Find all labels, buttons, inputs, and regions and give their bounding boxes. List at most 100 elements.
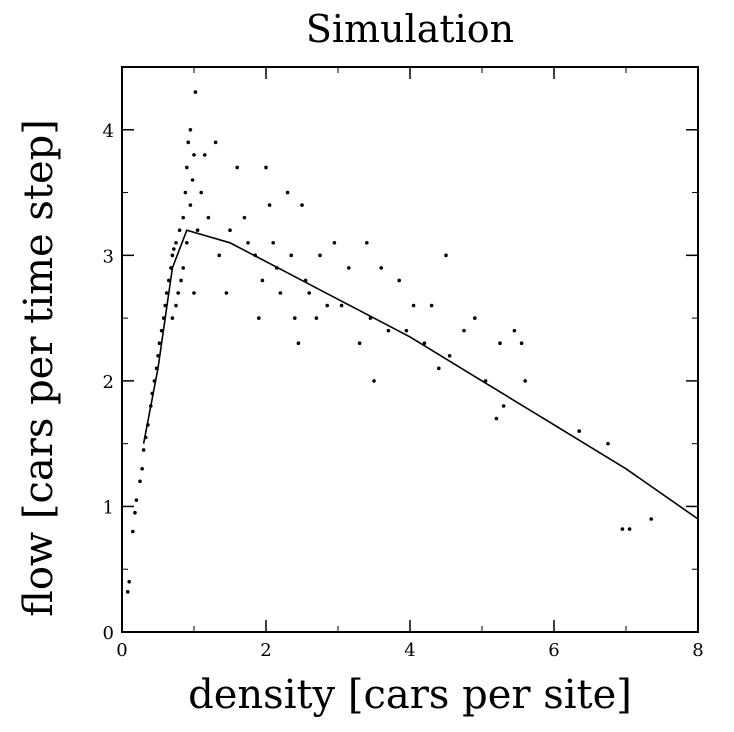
x-tick-label: 8 [692, 640, 703, 661]
data-point [186, 140, 191, 145]
data-point [300, 203, 304, 207]
data-point [179, 278, 183, 283]
data-point [422, 341, 427, 346]
data-point [347, 266, 351, 270]
data-point [181, 215, 185, 220]
data-point [203, 153, 207, 157]
data-point [627, 527, 632, 531]
y-tick-label: 4 [103, 121, 114, 142]
x-tick-label: 0 [116, 640, 127, 661]
data-point [195, 228, 200, 233]
data-point [235, 165, 239, 170]
y-tick-label: 0 [103, 623, 114, 644]
y-axis-label: flow [cars per time step] [16, 119, 62, 617]
data-point [267, 203, 272, 207]
data-point [447, 353, 452, 358]
data-point [411, 303, 416, 308]
y-tick-label: 1 [103, 497, 114, 518]
data-point [271, 240, 276, 245]
data-point [224, 291, 229, 295]
x-axis-label: density [cars per site] [188, 672, 632, 718]
data-point [164, 291, 169, 295]
trend-lines [142, 229, 699, 520]
data-point [264, 165, 268, 170]
data-point [127, 579, 131, 584]
data-point [437, 366, 441, 371]
data-point [242, 215, 247, 220]
data-point [429, 303, 434, 308]
data-point [285, 190, 290, 195]
data-point [372, 379, 376, 383]
plot-frame [121, 66, 699, 633]
data-point [379, 266, 384, 270]
data-point [138, 479, 142, 484]
data-point [278, 291, 283, 295]
data-point [176, 291, 180, 295]
data-point [185, 240, 189, 245]
data-point [293, 316, 297, 320]
data-point [181, 266, 185, 270]
data-point [332, 240, 337, 245]
data-point [462, 328, 466, 333]
data-point [174, 240, 178, 245]
data-point [217, 253, 221, 258]
data-point [170, 253, 175, 258]
data-point [170, 316, 175, 320]
data-point [183, 190, 188, 195]
data-point [134, 498, 139, 502]
data-point [131, 529, 135, 534]
data-point [125, 590, 130, 594]
data-point [296, 341, 301, 346]
data-point [192, 153, 196, 157]
data-point [577, 429, 581, 433]
data-point [498, 341, 502, 346]
data-point [157, 341, 162, 346]
data-point [606, 441, 610, 446]
data-point [512, 328, 517, 333]
data-point [206, 215, 211, 220]
data-point [404, 328, 409, 333]
data-point [339, 303, 344, 308]
data-point [192, 291, 196, 295]
data-point [494, 416, 499, 421]
data-point [519, 341, 524, 346]
data-point [501, 404, 506, 408]
data-point [188, 203, 193, 207]
data-point [289, 253, 294, 258]
y-tick-label: 3 [103, 246, 114, 267]
data-point [620, 527, 625, 531]
data-point [397, 278, 402, 283]
data-point [523, 379, 527, 383]
data-point [257, 316, 261, 320]
data-point [199, 190, 203, 195]
x-tick-label: 4 [404, 640, 415, 661]
data-point [260, 278, 265, 283]
data-point [190, 178, 195, 182]
data-point [188, 127, 193, 132]
data-point [473, 316, 477, 320]
x-tick-label: 6 [548, 640, 559, 661]
y-tick-label: 2 [103, 372, 114, 393]
axis-tick-labels: 0 2 4 6 8 0 1 2 3 4 [103, 121, 704, 661]
data-point [228, 228, 232, 233]
data-point [193, 90, 198, 94]
data-point [185, 165, 189, 170]
data-point [649, 517, 653, 521]
flow-density-line [142, 229, 699, 520]
data-point [314, 316, 319, 320]
data-point [141, 448, 146, 452]
data-point [172, 247, 176, 251]
x-tick-label: 2 [260, 640, 271, 661]
data-point [357, 341, 362, 346]
axis-ticks [121, 67, 699, 633]
data-point [325, 303, 330, 308]
data-point [365, 240, 369, 245]
data-point [318, 253, 322, 258]
data-points [125, 90, 653, 594]
data-point [140, 466, 144, 471]
data-point [307, 291, 312, 295]
data-point [174, 303, 178, 308]
data-point [213, 140, 218, 145]
chart-title: Simulation [306, 7, 514, 51]
